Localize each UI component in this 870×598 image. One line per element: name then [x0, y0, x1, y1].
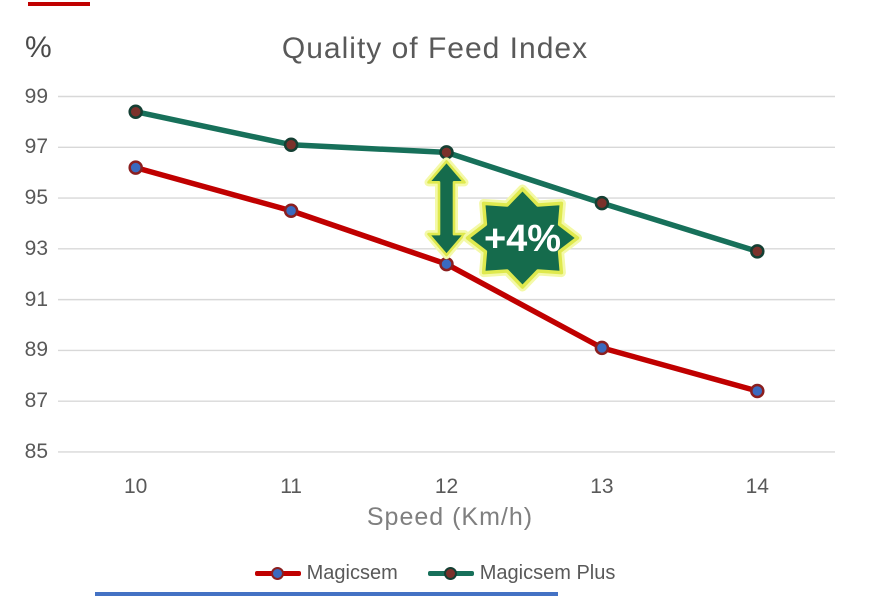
legend-label: Magicsem Plus	[479, 562, 616, 584]
y-axis-unit-label: %	[25, 31, 52, 64]
legend-dot-icon	[270, 566, 284, 580]
y-tick: 91	[24, 287, 48, 311]
x-axis-title: Speed (Km/h)	[366, 503, 534, 531]
y-tick: 85	[24, 439, 48, 463]
data-point-marker	[439, 145, 454, 160]
legend-dot-icon	[443, 566, 457, 580]
difference-arrow-icon	[427, 160, 466, 257]
chart-legend: Magicsem Magicsem Plus	[0, 562, 870, 585]
y-tick: 97	[24, 135, 48, 159]
data-point-marker	[128, 160, 143, 175]
legend-item-magicsem: Magicsem	[254, 562, 398, 585]
y-tick: 99	[24, 84, 48, 108]
x-tick: 13	[590, 475, 614, 498]
x-tick: 10	[124, 475, 148, 498]
legend-marker-magicsem	[254, 566, 301, 582]
legend-item-magicsem-plus: Magicsem Plus	[427, 562, 616, 585]
x-tick: 14	[745, 475, 769, 498]
chart-title: Quality of Feed Index	[281, 32, 589, 65]
y-tick: 87	[24, 389, 48, 413]
star-badge-label: +4%	[484, 218, 561, 260]
data-point-marker	[594, 340, 610, 356]
y-tick: 93	[24, 236, 48, 260]
x-tick: 11	[280, 475, 302, 498]
legend-marker-magicsem-plus	[427, 566, 474, 582]
data-point-marker	[750, 383, 765, 399]
slide-edge-blue-line	[95, 592, 558, 596]
legend-label: Magicsem	[306, 562, 398, 584]
data-point-marker	[283, 137, 299, 152]
data-point-marker	[439, 256, 454, 272]
slide-edge-red-line	[28, 2, 90, 6]
x-tick: 12	[434, 475, 459, 498]
data-point-marker	[750, 244, 765, 259]
y-tick: 89	[24, 338, 48, 362]
data-point-marker	[594, 195, 610, 211]
data-point-marker	[283, 203, 299, 219]
star-badge-icon	[465, 187, 580, 289]
data-point-marker	[128, 104, 143, 119]
y-tick: 95	[24, 186, 48, 210]
